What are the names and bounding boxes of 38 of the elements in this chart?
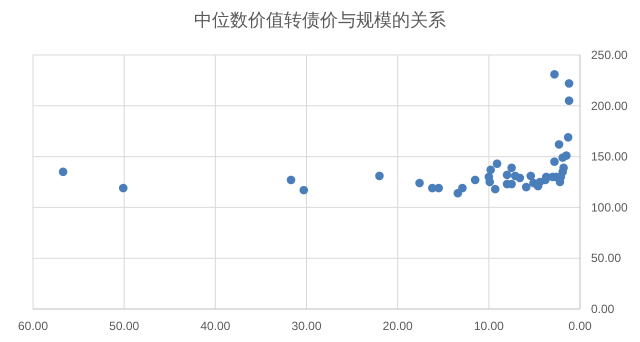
point	[485, 178, 494, 186]
y-tick-label: 50.00	[591, 251, 622, 266]
y-tick-label: 100.00	[591, 200, 628, 214]
point	[415, 178, 424, 188]
y-tick-label: 0.00	[591, 302, 615, 316]
y-tick-label: 250.00	[591, 48, 628, 62]
point	[564, 96, 574, 106]
point	[490, 184, 500, 194]
point	[526, 172, 536, 180]
point	[507, 163, 516, 172]
x-tick-label: 10.00	[474, 319, 504, 333]
point	[550, 70, 559, 79]
point	[564, 79, 574, 88]
point	[470, 176, 480, 184]
point	[118, 184, 128, 192]
y-tick-label: 200.00	[591, 98, 628, 113]
point	[492, 159, 502, 168]
point	[522, 182, 531, 192]
point	[502, 170, 512, 180]
x-tick-label: 40.00	[200, 319, 231, 333]
point	[550, 157, 559, 166]
point	[58, 168, 68, 176]
x-tick-label: 30.00	[291, 319, 322, 333]
x-tick-label: 20.00	[382, 319, 414, 333]
x-tick-label: 60.00	[18, 319, 48, 333]
chart-title: 中位数价值转债价与规模的关系	[194, 10, 446, 30]
point	[299, 186, 308, 194]
point	[375, 172, 384, 180]
point	[554, 140, 564, 149]
point	[562, 151, 571, 160]
point	[458, 184, 467, 192]
y-tick-label: 150.00	[591, 150, 628, 164]
point	[516, 174, 524, 182]
point	[564, 132, 572, 142]
point	[486, 166, 495, 174]
x-tick-label: 50.00	[109, 319, 140, 333]
point	[286, 176, 296, 184]
x-tick-label: 0.00	[568, 319, 592, 333]
